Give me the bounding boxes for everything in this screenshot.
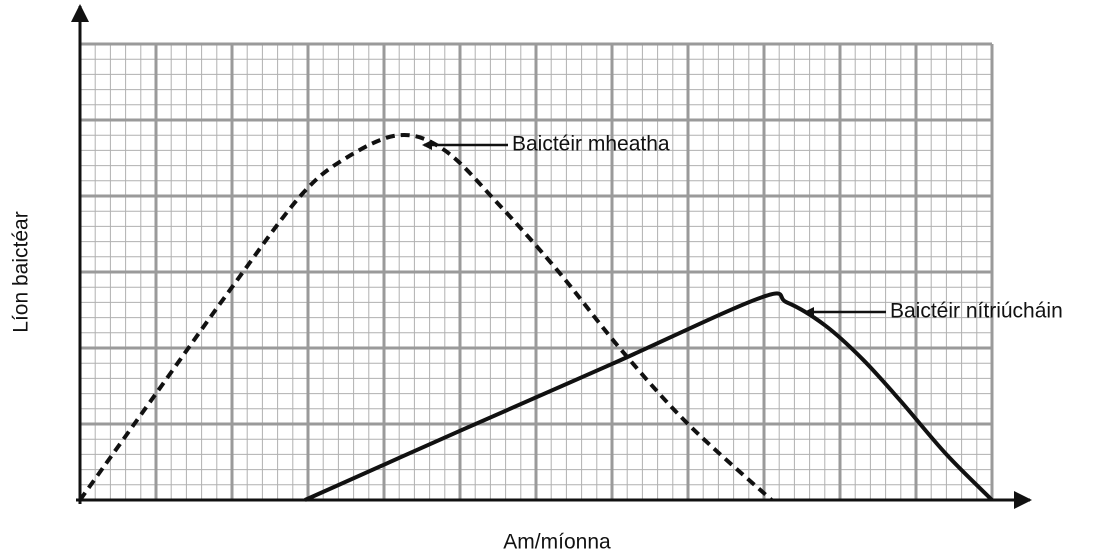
y-axis-label: Líon baictéar xyxy=(10,211,33,332)
x-axis-label: Am/míonna xyxy=(503,531,611,554)
annotation: Baictéir mheatha xyxy=(512,133,670,156)
grid xyxy=(78,42,994,502)
annotation: Baictéir nítriúcháin xyxy=(890,300,1063,323)
line-series xyxy=(78,133,773,502)
curves xyxy=(78,133,994,502)
line-series xyxy=(304,291,994,502)
